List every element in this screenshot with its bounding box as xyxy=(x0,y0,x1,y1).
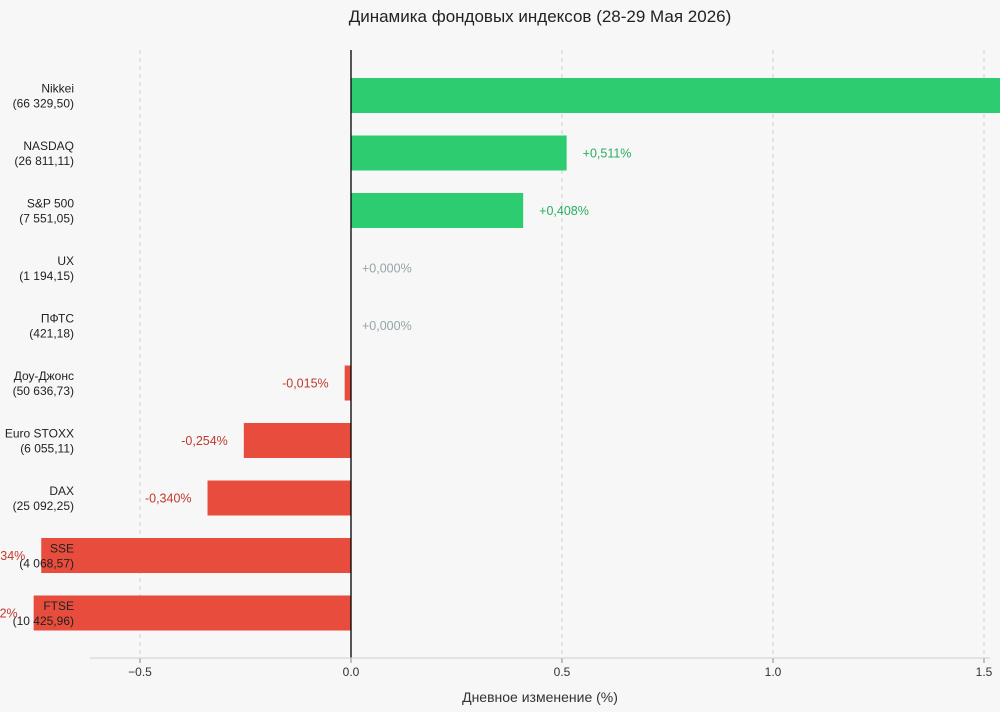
category-label: Nikkei xyxy=(41,82,74,96)
value-label: -0,254% xyxy=(181,434,228,448)
value-label: -0,015% xyxy=(282,377,329,391)
value-label: +0,511% xyxy=(583,147,632,161)
bar xyxy=(243,423,351,458)
x-tick-label: 1.5 xyxy=(976,665,993,679)
category-sublabel: (66 329,50) xyxy=(13,97,74,111)
category-sublabel: (25 092,25) xyxy=(13,499,74,513)
x-tick-label: −0.5 xyxy=(128,665,152,679)
category-sublabel: (1 194,15) xyxy=(19,269,74,283)
category-label: Euro STOXX xyxy=(5,427,74,441)
category-label: ПФТС xyxy=(41,312,74,326)
x-axis-label: Дневное изменение (%) xyxy=(462,689,618,705)
category-sublabel: (26 811,11) xyxy=(14,154,74,168)
value-label: -0,752% xyxy=(0,607,18,621)
category-sublabel: (50 636,73) xyxy=(13,384,74,398)
x-tick-label: 1.0 xyxy=(765,665,782,679)
bar xyxy=(351,135,567,171)
category-label: S&P 500 xyxy=(27,197,74,211)
x-tick-label: 0.5 xyxy=(554,665,571,679)
category-label: DAX xyxy=(49,484,74,498)
value-label: +0,000% xyxy=(362,262,412,276)
category-sublabel: (421,18) xyxy=(29,327,74,341)
bars xyxy=(33,78,1000,631)
value-label: +0,000% xyxy=(362,319,412,333)
category-sublabel: (7 551,05) xyxy=(19,212,74,226)
value-label: -0,734% xyxy=(0,549,25,563)
category-sublabel: (6 055,11) xyxy=(20,442,74,456)
category-label: Доу-Джонс xyxy=(14,369,74,383)
category-label: FTSE xyxy=(43,599,74,613)
value-label: +0,408% xyxy=(539,204,589,218)
bar xyxy=(41,538,351,573)
bar xyxy=(207,480,351,516)
category-label: UX xyxy=(57,254,74,268)
value-labels: +2,529%+0,511%+0,408%+0,000%+0,000%-0,01… xyxy=(0,147,632,621)
x-tick-label: 0.0 xyxy=(343,665,360,679)
category-label: NASDAQ xyxy=(23,139,74,153)
bar xyxy=(344,365,351,401)
chart-title: Динамика фондовых индексов (28-29 Мая 20… xyxy=(349,7,732,26)
value-label: -0,340% xyxy=(145,492,192,506)
category-label: SSE xyxy=(50,542,74,556)
category-sublabel: (10 425,96) xyxy=(13,614,74,628)
x-axis: −1.0−0.50.00.51.01.52.02.53.0 xyxy=(90,657,993,679)
category-labels: Nikkei(66 329,50) NASDAQ(26 811,11) S&P 50… xyxy=(5,82,74,629)
bar xyxy=(33,595,351,631)
bar xyxy=(351,78,1000,113)
category-sublabel: (4 068,57) xyxy=(19,557,74,571)
bar xyxy=(351,193,524,228)
